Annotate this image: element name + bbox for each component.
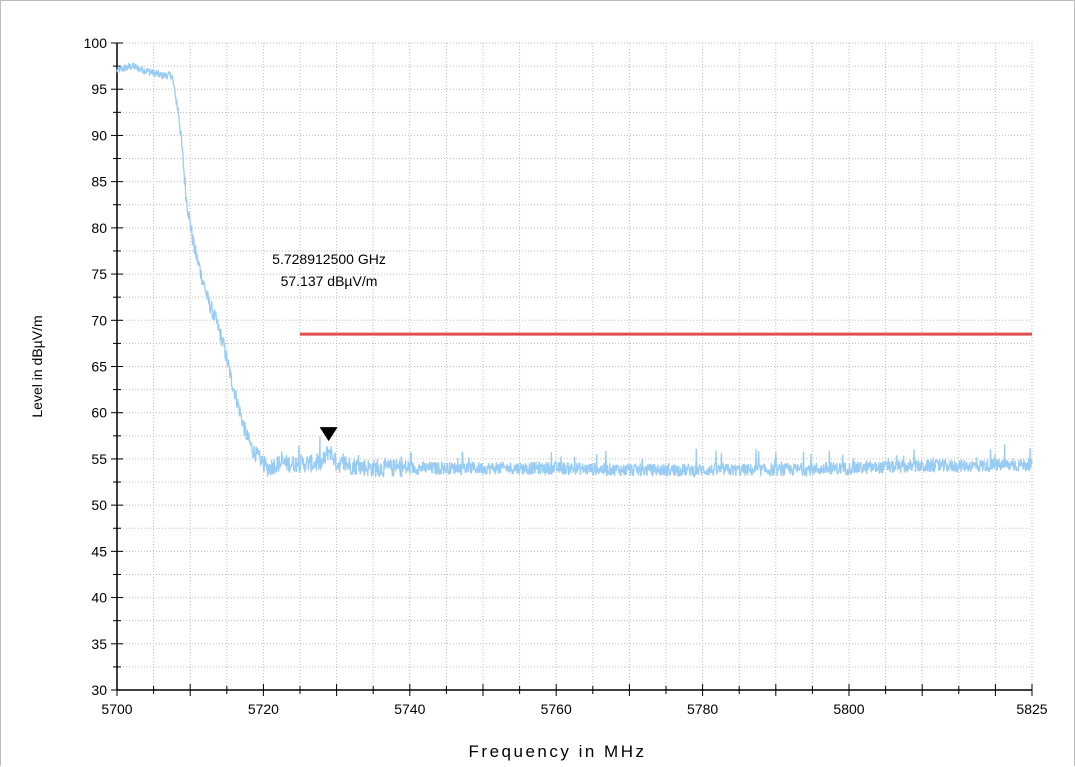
marker-frequency-label: 5.728912500 GHz [272,251,386,267]
y-tick-label: 80 [91,220,107,236]
x-tick-label: 5800 [833,701,864,717]
y-tick-label: 55 [91,451,107,467]
x-tick-label: 5825 [1016,701,1047,717]
y-tick-label: 90 [91,127,107,143]
y-tick-label: 50 [91,497,107,513]
y-axis-title: Level in dBµV/m [29,315,45,417]
x-axis-title: Frequency in MHz [469,742,647,761]
x-tick-label: 5780 [687,701,718,717]
x-tick-label: 5760 [541,701,572,717]
y-tick-label: 45 [91,543,107,559]
measured-trace [116,62,1033,479]
y-tick-label: 100 [84,35,108,51]
marker-level-label: 57.137 dBµV/m [281,273,378,289]
x-tick-label: 5700 [101,701,132,717]
y-tick-label: 60 [91,405,107,421]
y-tick-label: 65 [91,359,107,375]
y-tick-label: 30 [91,682,107,698]
marker-triangle [319,427,338,442]
y-tick-label: 85 [91,174,107,190]
y-tick-label: 35 [91,636,107,652]
y-tick-label: 75 [91,266,107,282]
y-tick-label: 70 [91,312,107,328]
y-tick-label: 40 [91,590,107,606]
x-tick-label: 5720 [248,701,279,717]
y-tick-label: 95 [91,81,107,97]
x-tick-label: 5740 [394,701,425,717]
